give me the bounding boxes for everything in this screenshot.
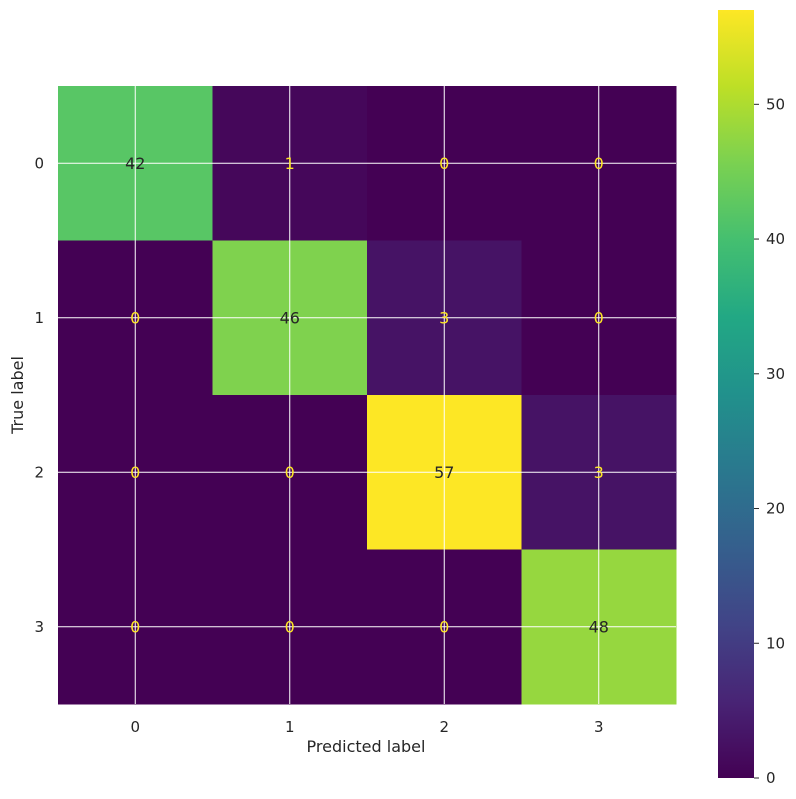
x-tick-label: 3 — [594, 718, 604, 736]
cell-value-label: 48 — [589, 617, 609, 636]
y-axis-ticks: 0 1 2 3 — [34, 154, 44, 636]
cell-value-label: 0 — [130, 308, 140, 327]
cell-value-label: 3 — [594, 463, 604, 482]
colorbar-tick-label: 10 — [766, 634, 785, 652]
x-axis-ticks: 0 1 2 3 — [130, 718, 603, 736]
y-axis-title: True label — [8, 356, 27, 435]
cell-value-label: 57 — [434, 463, 454, 482]
colorbar-tick-label: 50 — [766, 95, 785, 113]
y-tick-label: 2 — [34, 463, 44, 481]
colorbar — [718, 10, 754, 778]
x-tick-label: 1 — [285, 718, 295, 736]
x-axis-title: Predicted label — [307, 737, 426, 756]
x-tick-label: 2 — [439, 718, 449, 736]
y-tick-label: 1 — [34, 309, 44, 327]
x-tick-label: 0 — [130, 718, 140, 736]
cell-value-label: 0 — [285, 463, 295, 482]
heatmap-cells — [58, 86, 677, 705]
cell-value-label: 3 — [439, 308, 449, 327]
colorbar-tick-label: 40 — [766, 230, 785, 248]
heatmap-grid — [58, 86, 676, 704]
colorbar-tick-label: 20 — [766, 500, 785, 518]
colorbar-tick-label: 0 — [766, 769, 776, 787]
colorbar-tick-label: 30 — [766, 365, 785, 383]
cell-value-label: 0 — [594, 154, 604, 173]
y-tick-label: 0 — [34, 154, 44, 172]
cell-value-label: 0 — [130, 463, 140, 482]
cell-value-labels: 42 1 0 0 0 46 3 0 0 0 57 3 0 0 0 48 — [125, 154, 609, 637]
y-tick-label: 3 — [34, 618, 44, 636]
cell-value-label: 0 — [594, 308, 604, 327]
cell-value-label: 42 — [125, 154, 145, 173]
cell-value-label: 0 — [285, 617, 295, 636]
cell-value-label: 0 — [439, 617, 449, 636]
colorbar-ticks: 0 10 20 30 40 50 — [754, 95, 785, 787]
cell-value-label: 1 — [285, 154, 295, 173]
cell-value-label: 46 — [280, 308, 300, 327]
cell-value-label: 0 — [130, 617, 140, 636]
cell-value-label: 0 — [439, 154, 449, 173]
